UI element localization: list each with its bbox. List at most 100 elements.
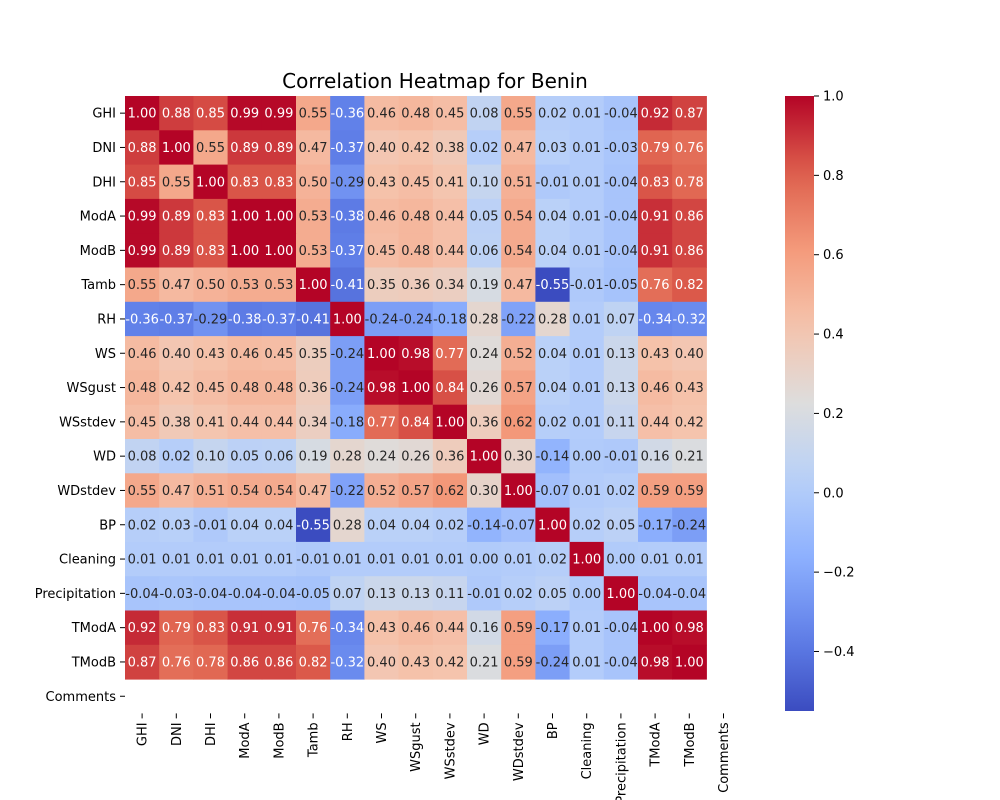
cell-value-label: -0.04 <box>672 587 706 602</box>
cell-value-label: 0.36 <box>299 381 328 396</box>
cell-value-label: 0.84 <box>435 381 464 396</box>
cell-value-label: 0.55 <box>504 107 533 122</box>
cell-value-label: 1.00 <box>641 621 670 636</box>
cell-value-label: 0.42 <box>675 415 704 430</box>
row-tick-labels: GHI DNI DHI ModA ModB Tamb RH WS WSgust WSstdev WD… <box>35 107 125 705</box>
heatmap-cell <box>432 336 468 371</box>
heatmap-cell <box>398 370 434 406</box>
cell-value-label: 1.00 <box>538 518 567 533</box>
cell-value-label: 1.00 <box>230 244 259 259</box>
heatmap-cell <box>535 439 571 474</box>
cell-value-label: 0.53 <box>299 210 328 225</box>
cell-value-label: 0.47 <box>162 484 191 499</box>
cell-value-label: 0.77 <box>435 347 464 362</box>
cell-value-label: 0.85 <box>196 107 225 122</box>
column-tick-label: DNI <box>170 722 185 746</box>
heatmap-cell <box>398 610 434 646</box>
cell-value-label: 0.42 <box>401 141 430 156</box>
heatmap-cell <box>296 96 331 131</box>
heatmap-cell <box>159 370 194 406</box>
heatmap-cell <box>603 644 639 680</box>
heatmap-cell <box>296 439 331 474</box>
column-tick-label: WD <box>478 722 493 745</box>
cell-value-label: 0.86 <box>675 210 704 225</box>
heatmap-cell <box>398 439 434 474</box>
cell-value-label: 0.83 <box>264 175 293 190</box>
cell-value-label: -0.24 <box>330 381 364 396</box>
heatmap-cell <box>467 610 502 646</box>
row-tick-label: ModB <box>80 244 116 259</box>
heatmap-cell <box>364 473 400 509</box>
cell-value-label: 0.83 <box>196 210 225 225</box>
cell-value-label: 0.02 <box>606 484 635 499</box>
heatmap-cell <box>535 404 571 440</box>
cell-value-label: 0.00 <box>606 553 635 568</box>
heatmap-cell <box>535 610 571 646</box>
cell-value-label: 0.01 <box>264 553 293 568</box>
heatmap-cell <box>432 404 468 440</box>
heatmap-cell <box>672 301 707 337</box>
cell-value-label: -0.37 <box>262 312 296 327</box>
cell-value-label: 0.19 <box>299 450 328 465</box>
heatmap-cell <box>467 301 502 337</box>
cell-value-label: 0.03 <box>538 141 567 156</box>
cell-value-label: 0.76 <box>641 278 670 293</box>
heatmap-cell <box>296 644 331 680</box>
cell-value-label: 0.30 <box>470 484 499 499</box>
heatmap-cell <box>603 164 639 200</box>
heatmap-cell <box>432 130 468 166</box>
cell-value-label: 0.48 <box>401 210 430 225</box>
cell-value-label: 0.45 <box>435 107 464 122</box>
heatmap-cell <box>467 370 502 406</box>
heatmap-cell <box>535 267 571 303</box>
heatmap-cell <box>467 644 502 680</box>
heatmap-cell <box>603 576 639 611</box>
heatmap-cell <box>603 130 639 166</box>
cell-value-label: 0.02 <box>435 518 464 533</box>
heatmap-cell <box>432 439 468 474</box>
column-tick-labels: GHI DNI DHI ModA ModB Tamb RH WS WSgust WSstdev WD… <box>136 713 732 800</box>
column-tick-label: TModA <box>649 722 664 767</box>
heatmap-cell <box>638 439 673 474</box>
heatmap-cell <box>501 576 536 611</box>
cell-value-label: 0.99 <box>264 107 293 122</box>
colorbar-tick-label: −0.2 <box>823 566 855 581</box>
cell-value-label: 0.01 <box>572 244 601 259</box>
heatmap-cell <box>193 507 229 543</box>
heatmap-cell <box>159 473 194 509</box>
cell-value-label: 0.08 <box>470 107 499 122</box>
cell-value-label: -0.37 <box>330 244 364 259</box>
heatmap-cell <box>227 233 263 268</box>
cell-value-label: -0.04 <box>604 244 638 259</box>
cell-value-label: 0.04 <box>538 381 567 396</box>
cell-value-label: 0.53 <box>299 244 328 259</box>
cell-value-label: 0.45 <box>367 244 396 259</box>
heatmap-cell <box>296 370 331 406</box>
cell-value-label: 0.43 <box>675 381 704 396</box>
heatmap-cell <box>672 404 707 440</box>
heatmap-cell <box>330 439 365 474</box>
cell-value-label: -0.18 <box>433 312 467 327</box>
cell-value-label: 0.76 <box>299 621 328 636</box>
heatmap-cell <box>330 370 365 406</box>
cell-value-label: -0.14 <box>536 450 570 465</box>
cell-value-label: 1.00 <box>504 484 533 499</box>
heatmap-cell <box>569 370 605 406</box>
heatmap-cell <box>603 404 639 440</box>
heatmap-cell <box>261 439 297 474</box>
heatmap-cell <box>193 164 229 200</box>
heatmap-cell <box>330 473 365 509</box>
heatmap-cell <box>193 439 229 474</box>
cell-value-label: 0.05 <box>538 587 567 602</box>
cell-value-label: -0.01 <box>570 278 604 293</box>
column-tick-label: DHI <box>204 722 219 746</box>
cell-value-label: 0.08 <box>128 450 157 465</box>
heatmap-cell <box>193 370 229 406</box>
cell-value-label: 0.36 <box>470 415 499 430</box>
heatmap-cell <box>261 610 297 646</box>
cell-value-label: 0.13 <box>367 587 396 602</box>
heatmap-cell <box>535 507 571 543</box>
heatmap-cell <box>603 198 639 234</box>
row-tick-label: WDstdev <box>57 484 116 499</box>
cell-value-label: 0.99 <box>128 210 157 225</box>
